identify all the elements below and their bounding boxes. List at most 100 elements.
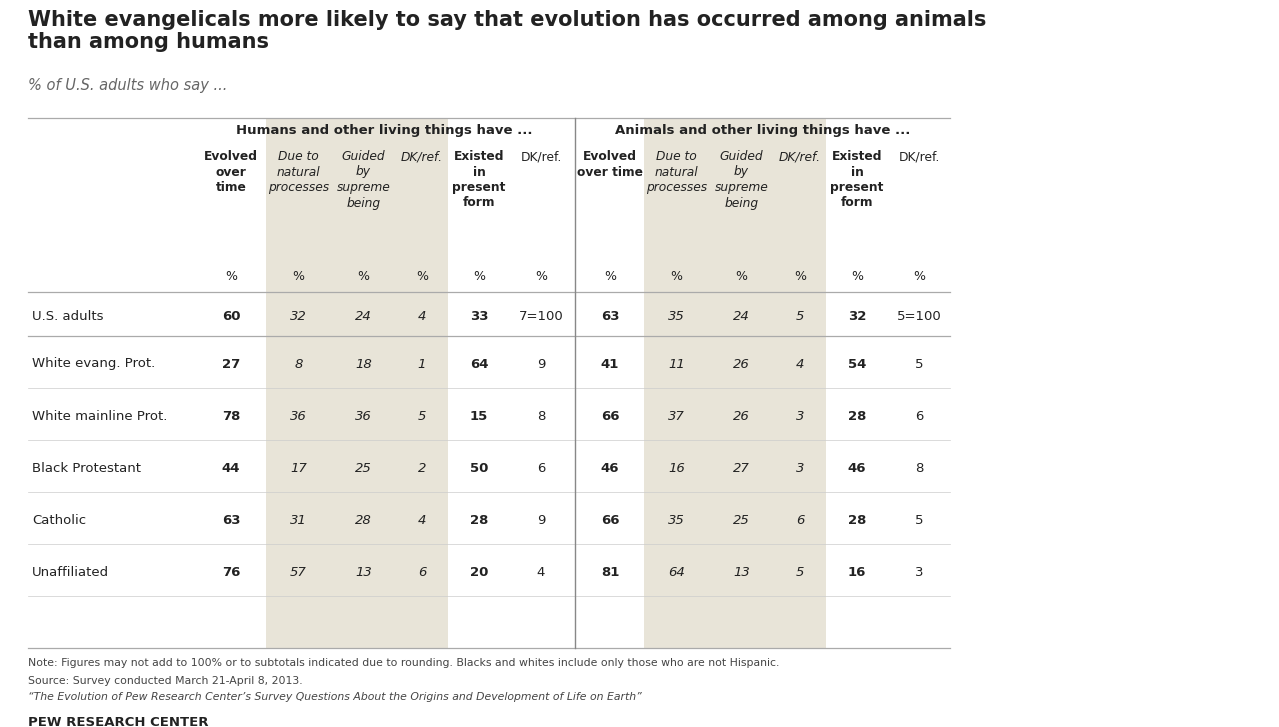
Text: 6: 6 [418,566,426,579]
Text: 26: 26 [733,409,749,422]
Bar [266,118,331,648]
Text: 66: 66 [601,409,619,422]
Text: 54: 54 [848,358,866,371]
Text: %: % [535,270,547,283]
Text: 13: 13 [356,566,372,579]
Text: 3: 3 [914,566,923,579]
Bar [28,118,196,648]
Text: 63: 63 [601,310,619,323]
Text: Humans and other living things have ...: Humans and other living things have ... [235,124,532,137]
Text: 37: 37 [668,409,684,422]
Bar [888,118,950,648]
Bar [396,118,448,648]
Text: 36: 36 [356,409,372,422]
Bar [774,118,826,648]
Text: 27: 27 [733,462,749,475]
Text: 15: 15 [469,409,489,422]
Text: 50: 50 [469,462,489,475]
Text: Guided
by
supreme
being: Guided by supreme being [336,150,390,209]
Text: 26: 26 [733,358,749,371]
Text: Guided
by
supreme
being: Guided by supreme being [715,150,769,209]
Text: 18: 18 [356,358,372,371]
Text: 8: 8 [914,462,923,475]
Text: 2: 2 [418,462,426,475]
Text: 20: 20 [469,566,489,579]
Text: 64: 64 [469,358,489,371]
Text: 25: 25 [733,513,749,526]
Bar [645,118,709,648]
Text: Evolved
over time: Evolved over time [577,150,643,179]
Text: 5: 5 [796,566,804,579]
Text: 64: 64 [668,566,684,579]
Text: Unaffiliated: Unaffiliated [32,566,109,579]
Text: DK/ref.: DK/ref. [402,150,443,163]
Text: Source: Survey conducted March 21-April 8, 2013.: Source: Survey conducted March 21-April … [28,676,303,686]
Text: 4: 4 [796,358,804,371]
Text: 76: 76 [221,566,240,579]
Text: DK/ref.: DK/ref. [898,150,940,163]
Text: 35: 35 [668,310,684,323]
Text: U.S. adults: U.S. adults [32,310,104,323]
Text: 24: 24 [733,310,749,323]
Text: % of U.S. adults who say ...: % of U.S. adults who say ... [28,78,228,93]
Text: %: % [794,270,806,283]
Text: 17: 17 [290,462,307,475]
Text: 36: 36 [290,409,307,422]
Text: %: % [225,270,237,283]
Text: 24: 24 [356,310,372,323]
Text: 28: 28 [356,513,372,526]
Bar [709,118,774,648]
Text: 1: 1 [418,358,426,371]
Text: White mainline Prot.: White mainline Prot. [32,409,168,422]
Text: 3: 3 [796,409,804,422]
Text: 78: 78 [221,409,240,422]
Text: White evang. Prot.: White evang. Prot. [32,358,155,371]
Bar [510,118,572,648]
Text: 13: 13 [733,566,749,579]
Text: 11: 11 [668,358,684,371]
Text: %: % [670,270,683,283]
Text: 8: 8 [537,409,545,422]
Text: “The Evolution of Pew Research Center’s Survey Questions About the Origins and D: “The Evolution of Pew Research Center’s … [28,692,642,702]
Text: %: % [735,270,747,283]
Text: 28: 28 [848,513,866,526]
Text: Due to
natural
processes: Due to natural processes [646,150,707,194]
Text: than among humans: than among humans [28,32,269,52]
Text: 46: 46 [848,462,866,475]
Text: 63: 63 [221,513,240,526]
Text: 28: 28 [848,409,866,422]
Text: Animals and other living things have ...: Animals and other living things have ... [615,124,911,137]
Text: 28: 28 [469,513,489,526]
Text: 25: 25 [356,462,372,475]
Bar [448,118,510,648]
Bar [196,118,266,648]
Text: 60: 60 [221,310,240,323]
Text: 35: 35 [668,513,684,526]
Text: %: % [913,270,925,283]
Text: 6: 6 [537,462,545,475]
Text: Existed
in
present
form: Existed in present form [830,150,884,209]
Text: 46: 46 [601,462,619,475]
Text: 3: 3 [796,462,804,475]
Bar [826,118,888,648]
Text: 44: 44 [221,462,240,475]
Text: 5: 5 [418,409,426,422]
Text: Catholic: Catholic [32,513,86,526]
Text: %: % [358,270,370,283]
Text: %: % [293,270,304,283]
Text: 16: 16 [668,462,684,475]
Text: 5: 5 [914,358,923,371]
Text: 7=100: 7=100 [518,310,563,323]
Text: 66: 66 [601,513,619,526]
Text: DK/ref.: DK/ref. [521,150,561,163]
Text: 4: 4 [418,310,426,323]
Text: PEW RESEARCH CENTER: PEW RESEARCH CENTER [28,716,208,727]
Text: 32: 32 [290,310,307,323]
Text: 81: 81 [601,566,619,579]
Text: 31: 31 [290,513,307,526]
Text: 9: 9 [537,513,545,526]
Text: Due to
natural
processes: Due to natural processes [267,150,329,194]
Text: 8: 8 [294,358,303,371]
Text: 5: 5 [914,513,923,526]
Text: 27: 27 [221,358,240,371]
